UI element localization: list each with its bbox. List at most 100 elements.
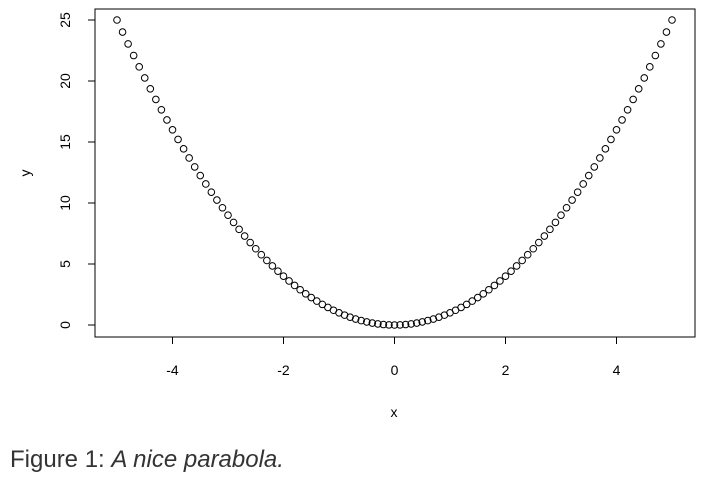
data-point	[168, 126, 177, 134]
data-point	[479, 289, 488, 298]
data-point	[485, 285, 493, 294]
data-point	[218, 203, 227, 212]
data-point	[540, 232, 549, 240]
data-point	[146, 85, 155, 93]
data-point	[462, 300, 471, 309]
data-point	[135, 63, 143, 71]
x-axis-title: x	[391, 404, 398, 420]
data-point	[579, 180, 588, 188]
y-tick-label: 5	[57, 260, 73, 268]
data-point	[546, 225, 554, 234]
data-point	[607, 135, 615, 144]
data-point	[118, 28, 127, 36]
data-points	[113, 16, 676, 329]
data-point	[207, 188, 216, 196]
data-point	[551, 218, 560, 227]
y-tick-label: 15	[57, 134, 73, 150]
caption-label: Figure 1:	[10, 446, 105, 473]
data-point	[202, 180, 210, 188]
caption-text: A nice parabola.	[111, 446, 284, 473]
data-point	[279, 272, 288, 281]
data-point	[512, 262, 521, 270]
y-tick-label: 25	[57, 12, 73, 28]
data-point	[379, 320, 388, 329]
data-point	[662, 28, 671, 36]
data-point	[429, 315, 438, 323]
data-point	[190, 163, 199, 171]
data-point	[646, 63, 654, 71]
data-point	[623, 105, 632, 114]
data-point	[529, 244, 538, 253]
data-point	[490, 281, 499, 290]
y-tick-label: 10	[57, 195, 73, 211]
data-point	[601, 145, 610, 153]
data-point	[179, 145, 188, 153]
data-point	[651, 51, 660, 60]
figure-caption: Figure 1: A nice parabola.	[10, 446, 284, 474]
data-point	[401, 320, 410, 329]
data-point	[351, 315, 360, 323]
data-point	[496, 277, 504, 285]
x-axis: -4 -2 0 2 4	[166, 336, 621, 378]
data-point	[240, 232, 249, 240]
x-tick-label: 0	[391, 362, 399, 378]
data-point	[357, 316, 366, 325]
data-point	[612, 126, 621, 134]
plot-frame	[94, 8, 696, 338]
data-point	[290, 281, 299, 290]
data-point	[174, 135, 182, 144]
data-point	[507, 267, 515, 275]
data-point	[374, 320, 382, 328]
y-axis-title: y	[17, 170, 33, 177]
x-tick-label: -4	[166, 362, 179, 378]
data-point	[224, 211, 232, 219]
data-point	[424, 316, 432, 325]
x-tick-label: 2	[502, 362, 510, 378]
data-point	[390, 321, 399, 329]
data-point	[596, 154, 604, 162]
data-point	[657, 40, 665, 48]
y-tick-label: 0	[57, 321, 73, 329]
data-point	[213, 196, 221, 204]
data-point	[263, 256, 271, 265]
data-point	[268, 262, 277, 270]
data-point	[568, 196, 576, 204]
data-point	[124, 40, 132, 48]
data-point	[418, 318, 427, 326]
data-point	[518, 256, 526, 265]
data-point	[229, 218, 238, 227]
data-point	[368, 319, 377, 327]
data-point	[590, 163, 599, 171]
data-point	[113, 16, 121, 24]
data-point	[668, 16, 676, 24]
data-point	[412, 319, 421, 327]
data-point	[629, 95, 637, 104]
data-point	[618, 116, 626, 124]
data-point	[640, 74, 649, 82]
data-point	[235, 225, 243, 234]
data-point	[251, 244, 260, 253]
data-point	[473, 293, 482, 302]
data-point	[129, 51, 138, 60]
data-point	[152, 95, 160, 104]
data-point	[501, 272, 510, 281]
data-point	[385, 321, 393, 329]
data-point	[573, 188, 582, 196]
data-point	[185, 154, 193, 162]
x-tick-label: -2	[277, 362, 290, 378]
data-point	[246, 238, 254, 247]
x-tick-label: 4	[613, 362, 621, 378]
data-point	[634, 85, 643, 93]
data-point	[140, 74, 149, 82]
data-point	[396, 321, 404, 329]
data-point	[468, 297, 477, 305]
data-point	[274, 267, 282, 275]
data-point	[285, 277, 293, 285]
data-point	[157, 105, 166, 114]
data-point	[562, 203, 571, 212]
y-tick-label: 20	[57, 73, 73, 89]
data-point	[407, 320, 415, 328]
data-point	[584, 171, 593, 180]
data-point	[307, 293, 316, 302]
y-axis: 0 5 10 15 20 25	[57, 12, 96, 329]
